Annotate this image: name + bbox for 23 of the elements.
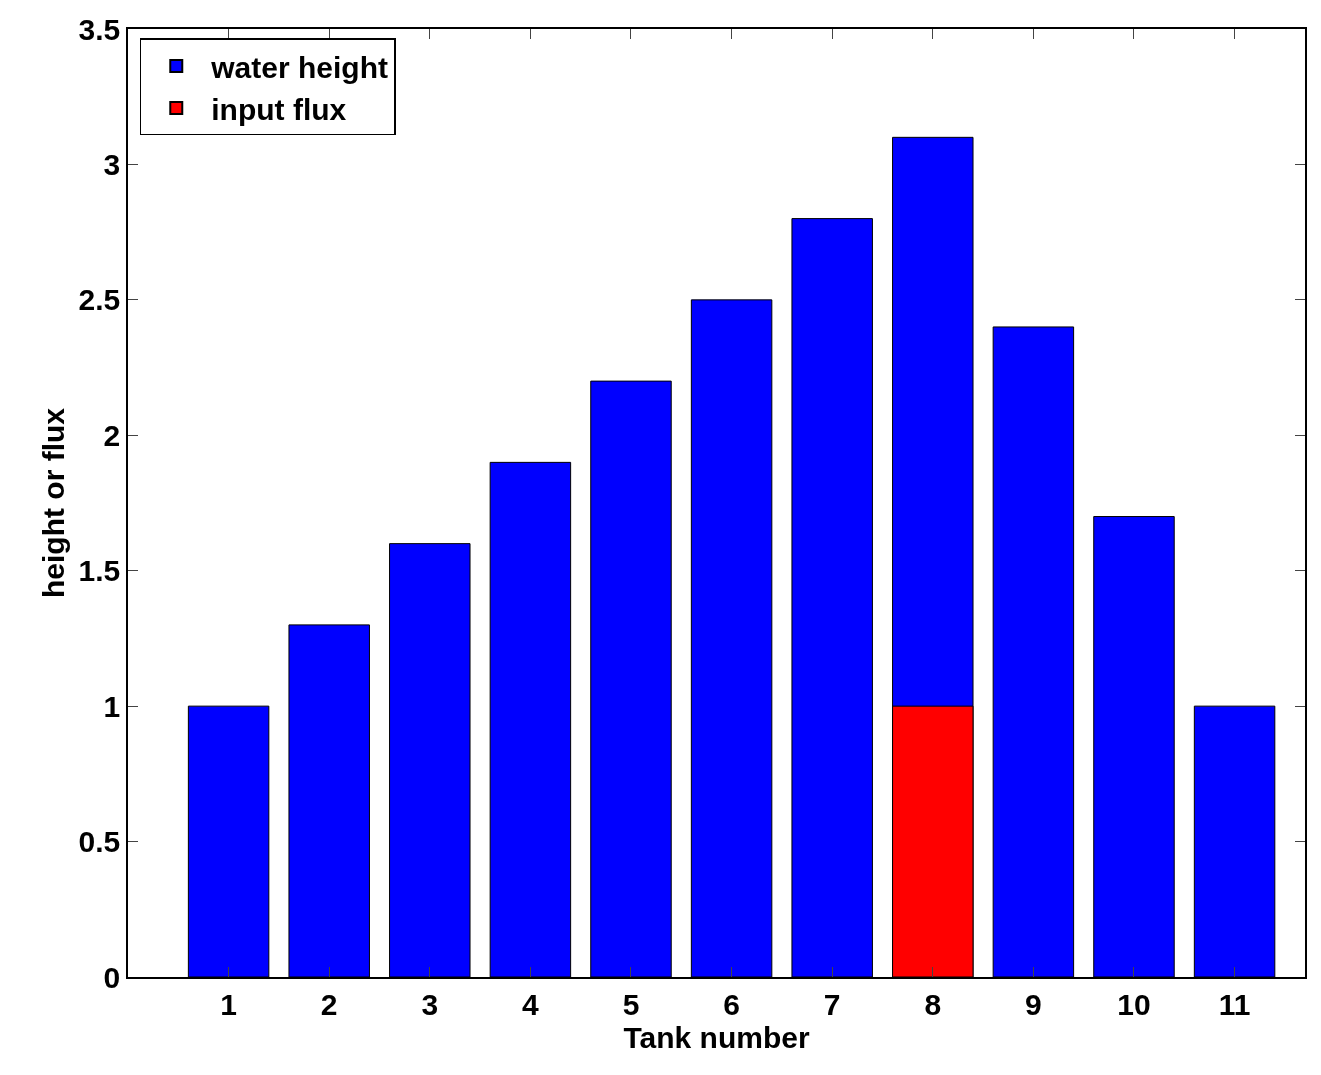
x-axis-title: Tank number: [623, 1020, 810, 1054]
x-tick-label: 11: [1218, 987, 1251, 1021]
x-tick-label: 7: [823, 987, 841, 1021]
y-tick-label: 0.5: [78, 825, 121, 859]
x-tick-label: 8: [924, 987, 942, 1021]
y-tick-label: 3.5: [78, 12, 121, 46]
x-tick-label: 6: [723, 987, 740, 1021]
y-tick-label: 0: [103, 960, 121, 994]
x-tick-label: 4: [522, 987, 540, 1021]
y-axis-title: height or flux: [37, 407, 71, 598]
legend-label: input flux: [211, 92, 347, 126]
x-tick-label: 2: [320, 987, 338, 1021]
y-tick-label: 1.5: [78, 554, 121, 588]
y-tick-label: 1: [103, 689, 121, 723]
x-tick-label: 9: [1025, 987, 1042, 1021]
x-tick-label: 3: [421, 987, 439, 1021]
y-tick-label: 3: [103, 147, 121, 181]
legend-label: water height: [210, 50, 388, 84]
y-tick-label: 2.5: [78, 283, 121, 317]
y-tick-label: 2: [103, 418, 121, 452]
x-tick-label: 10: [1117, 987, 1151, 1021]
x-tick-label: 5: [622, 987, 640, 1021]
x-tick-label: 1: [220, 987, 237, 1021]
